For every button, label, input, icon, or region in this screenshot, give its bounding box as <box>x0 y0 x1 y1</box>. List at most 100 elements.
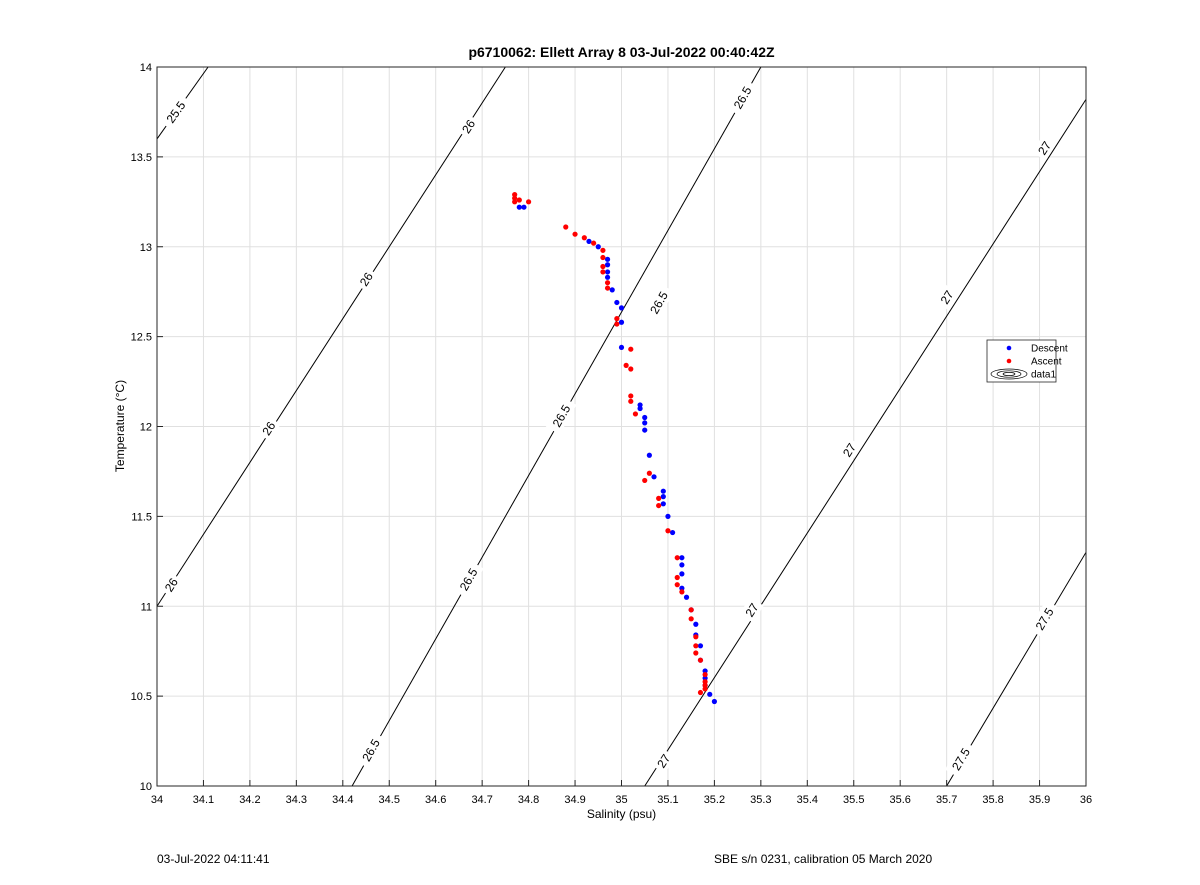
y-tick-label: 10 <box>140 781 152 793</box>
ascent-point <box>702 682 708 688</box>
contour-label-background <box>651 748 676 774</box>
x-tick-label: 34.7 <box>471 794 492 806</box>
ascent-point <box>628 398 634 404</box>
legend-contour-ring <box>990 368 1028 380</box>
legend-label-data1: data1 <box>1031 370 1056 381</box>
contour-label-background <box>355 731 387 769</box>
ascent-point <box>581 235 587 241</box>
ascent-point <box>628 366 634 372</box>
contour-label-background <box>159 93 192 131</box>
ascent-point <box>679 589 685 595</box>
ascent-point <box>642 477 648 484</box>
contour-label-background <box>1028 600 1060 638</box>
ascent-point <box>656 502 662 509</box>
descent-point <box>651 474 657 480</box>
ascent-point <box>600 269 606 275</box>
descent-point <box>679 562 685 568</box>
descent-point <box>697 643 704 649</box>
contour-label-background <box>934 284 959 310</box>
data-points <box>512 192 718 705</box>
contour-label-group: 26 <box>158 571 184 598</box>
x-tick-label: 35.3 <box>750 794 771 806</box>
legend-box <box>986 339 1057 383</box>
ascent-point <box>512 192 518 198</box>
x-tick-label: 35.9 <box>1029 794 1050 806</box>
x-tick-label: 34.2 <box>239 794 260 806</box>
legend-marker-ascent <box>1006 358 1012 364</box>
x-tick-label: 34.8 <box>518 794 539 806</box>
x-tick-label: 35.1 <box>657 794 678 806</box>
y-tick-label: 13.5 <box>131 152 152 164</box>
descent-point <box>660 494 666 500</box>
ascent-point <box>656 495 662 501</box>
y-tick-label: 10.5 <box>131 691 152 703</box>
contour-label-group: 26 <box>256 415 281 442</box>
contour-label-group: 27 <box>1032 135 1057 161</box>
contour-line-26 <box>157 67 506 607</box>
descent-point <box>669 529 676 536</box>
contour-label-background <box>256 415 281 442</box>
y-axis-label: Temperature (°C) <box>113 379 127 473</box>
ascent-point <box>604 280 611 286</box>
descent-point <box>521 204 527 210</box>
x-tick-label: 34.4 <box>332 794 353 806</box>
contour-label-background <box>726 78 758 117</box>
ascent-point <box>512 195 518 201</box>
ascent-point <box>614 321 620 327</box>
x-tick-label: 35.8 <box>982 794 1003 806</box>
contour-label-background <box>836 437 862 463</box>
descent-point <box>711 698 718 705</box>
y-tick-label: 14 <box>140 62 152 74</box>
footer-timestamp: 03-Jul-2022 04:11:41 <box>157 852 270 866</box>
ascent-point <box>600 254 606 261</box>
contour-label-background <box>1032 135 1057 161</box>
descent-point <box>702 675 708 681</box>
ascent-point <box>563 224 569 230</box>
contour-label-background <box>158 571 184 598</box>
x-tick-label: 35.5 <box>843 794 864 806</box>
ascent-point <box>604 285 611 291</box>
descent-point <box>604 269 611 275</box>
contour-label-background <box>643 283 675 322</box>
descent-point <box>604 262 611 268</box>
descent-point <box>707 691 713 697</box>
ascent-point <box>512 199 518 205</box>
legend-contour-ring <box>996 370 1022 378</box>
density-contour-labels: 25.52626262626.526.526.526.526.527272727… <box>158 78 1060 778</box>
footer-calibration-info: SBE s/n 0231, calibration 05 March 2020 <box>714 852 933 866</box>
descent-point <box>642 420 648 426</box>
descent-point <box>693 621 699 627</box>
descent-point <box>604 256 611 262</box>
contour-label-group: 27 <box>836 437 862 463</box>
contour-label-group: 27 <box>651 748 676 774</box>
x-tick-label: 34.1 <box>193 794 214 806</box>
contour-label-group: 26 <box>353 266 379 292</box>
ascent-point <box>688 616 694 622</box>
descent-point <box>609 287 615 293</box>
descent-point <box>637 405 643 412</box>
contour-label-background <box>452 560 484 599</box>
ascent-point <box>632 411 639 417</box>
ascent-point <box>628 346 634 352</box>
ascent-point <box>693 650 699 656</box>
legend-marker-data1 <box>990 368 1028 380</box>
descent-point <box>702 668 708 674</box>
ascent-point <box>693 634 699 640</box>
contour-label-background <box>739 597 764 623</box>
x-tick-label: 34.3 <box>286 794 307 806</box>
x-tick-label: 36 <box>1080 794 1092 806</box>
contour-line-27 <box>644 99 1086 786</box>
descent-point <box>660 488 666 494</box>
descent-point <box>646 452 652 458</box>
ascent-point <box>688 607 694 613</box>
x-tick-label: 35.6 <box>889 794 910 806</box>
y-tick-label: 11 <box>141 601 152 613</box>
descent-point <box>618 319 625 325</box>
legend-label-descent: Descent <box>1031 344 1068 355</box>
axis-ticks: 34 34.1 34.2 34.3 34.4 34.5 34.6 34.7 34.8 34.9 35… <box>131 62 1093 806</box>
y-tick-label: 11.5 <box>131 511 152 523</box>
ascent-point <box>628 393 634 399</box>
x-tick-label: 34.5 <box>379 794 400 806</box>
ascent-point <box>693 643 699 649</box>
